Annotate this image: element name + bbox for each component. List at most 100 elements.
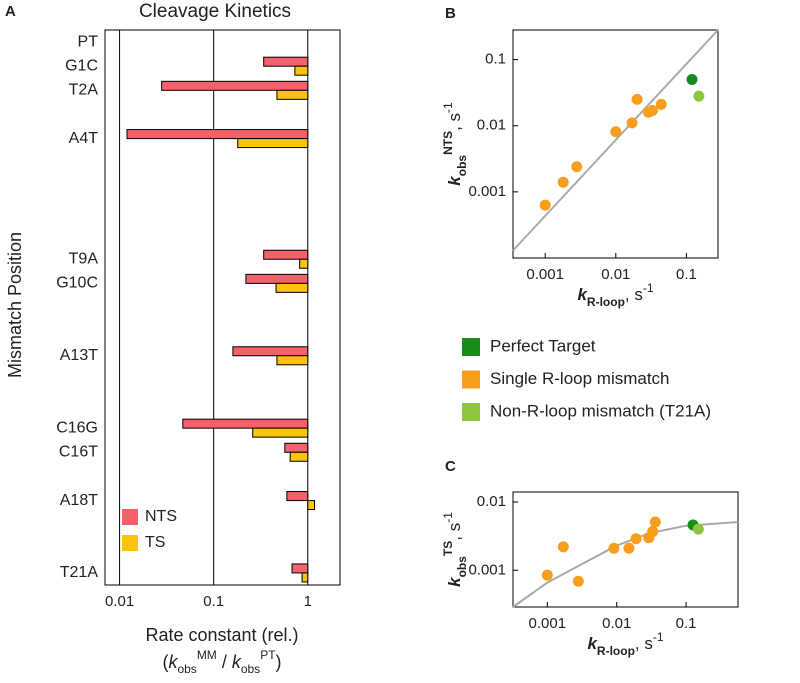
y-tick-label: G10C [56, 275, 98, 292]
point [626, 117, 638, 129]
formula-part: k [232, 652, 242, 672]
bar [284, 442, 309, 453]
y-tick-label: C16T [59, 444, 98, 461]
label-part: obs [455, 155, 469, 177]
formula-part: / [217, 652, 232, 672]
y-tick-label: PT [78, 33, 99, 50]
chart-title: Cleavage Kinetics [139, 1, 291, 22]
point [655, 98, 667, 110]
label-part: -1 [653, 630, 664, 644]
legend-swatch [122, 509, 138, 525]
y-tick-label: A13T [60, 347, 98, 364]
point [623, 542, 635, 554]
x-tick-label: 0.001 [526, 266, 564, 283]
bar [232, 346, 309, 357]
legend-label: Non-R-loop mismatch (T21A) [490, 401, 711, 420]
point [692, 523, 704, 535]
x-axis-label: kR-loop, s-1 [587, 630, 663, 658]
point [686, 73, 698, 85]
plot-frame [104, 29, 341, 586]
label-part: , s [445, 523, 464, 541]
bar [276, 89, 309, 100]
formula-part: ) [276, 652, 282, 672]
x-axis-label: Rate constant (rel.) [145, 625, 298, 645]
formula-part: ( [162, 652, 168, 672]
point [541, 569, 553, 581]
x-tick-label: 0.001 [529, 615, 567, 632]
bar [289, 451, 309, 462]
x-tick-label: 0.1 [676, 615, 697, 632]
bar [245, 273, 309, 284]
point [610, 126, 622, 138]
x-tick-label: 0.01 [602, 615, 631, 632]
x-tick-label: 0.1 [203, 593, 224, 610]
x-axis-formula: (kobsMM / kobsPT) [162, 648, 281, 676]
bar [237, 138, 309, 149]
plot-frame [512, 491, 739, 608]
label-part: k [445, 175, 464, 186]
legend-swatch [122, 535, 138, 551]
bar [161, 80, 309, 91]
point [693, 90, 705, 102]
label-part: k [445, 576, 464, 587]
point [571, 161, 583, 173]
bar [299, 258, 309, 269]
point [647, 525, 659, 537]
y-tick-label: 0.1 [485, 51, 506, 68]
bar [263, 56, 309, 67]
point [630, 533, 642, 545]
formula-part: PT [260, 648, 276, 662]
y-axis-label: kobsTS, s-1 [441, 512, 469, 587]
panel-label: A [5, 3, 16, 20]
label-part: TS [441, 541, 455, 556]
label-part: k [577, 285, 588, 304]
point [646, 104, 658, 116]
formula-part: obs [241, 662, 260, 676]
point [608, 542, 620, 554]
y-tick-label: 0.001 [468, 561, 506, 578]
formula-part: k [168, 652, 178, 672]
legend-swatch [462, 370, 480, 389]
point [572, 575, 584, 587]
label-part: -1 [441, 512, 455, 523]
bar [263, 249, 309, 260]
panel-label: B [445, 5, 456, 22]
label-part: R-loop [587, 295, 625, 309]
panel-label: C [445, 458, 456, 475]
legend-swatch [462, 338, 480, 356]
point [539, 199, 551, 211]
y-tick-label: T21A [60, 564, 99, 581]
fit-line [512, 29, 719, 252]
bar [275, 282, 309, 293]
label-part: -1 [441, 102, 455, 113]
label-part: , s [445, 113, 464, 131]
point [649, 516, 661, 528]
legend-label: TS [145, 534, 165, 551]
legend-swatch [462, 403, 480, 421]
x-tick-label: 1 [304, 593, 312, 610]
label-part: NTS [441, 131, 455, 155]
label-part: obs [455, 556, 469, 578]
bar [291, 563, 309, 574]
fit-line [512, 521, 739, 608]
bar [182, 418, 309, 429]
y-tick-label: T2A [69, 82, 99, 99]
x-tick-label: 0.1 [676, 266, 697, 283]
point [557, 541, 569, 553]
formula-part: MM [197, 648, 217, 662]
x-tick-label: 0.01 [105, 593, 134, 610]
bar [286, 491, 309, 502]
label-part: k [587, 634, 598, 653]
bar [126, 129, 309, 140]
y-tick-label: T9A [69, 250, 99, 267]
point [631, 93, 643, 105]
formula-part: obs [177, 662, 196, 676]
y-axis-label: kobsNTS, s-1 [441, 102, 469, 186]
bar [252, 427, 309, 438]
y-tick-label: 0.01 [477, 117, 506, 134]
point [557, 176, 569, 188]
y-tick-label: A4T [69, 130, 99, 147]
bar [307, 500, 316, 511]
y-tick-label: 0.001 [468, 183, 506, 200]
